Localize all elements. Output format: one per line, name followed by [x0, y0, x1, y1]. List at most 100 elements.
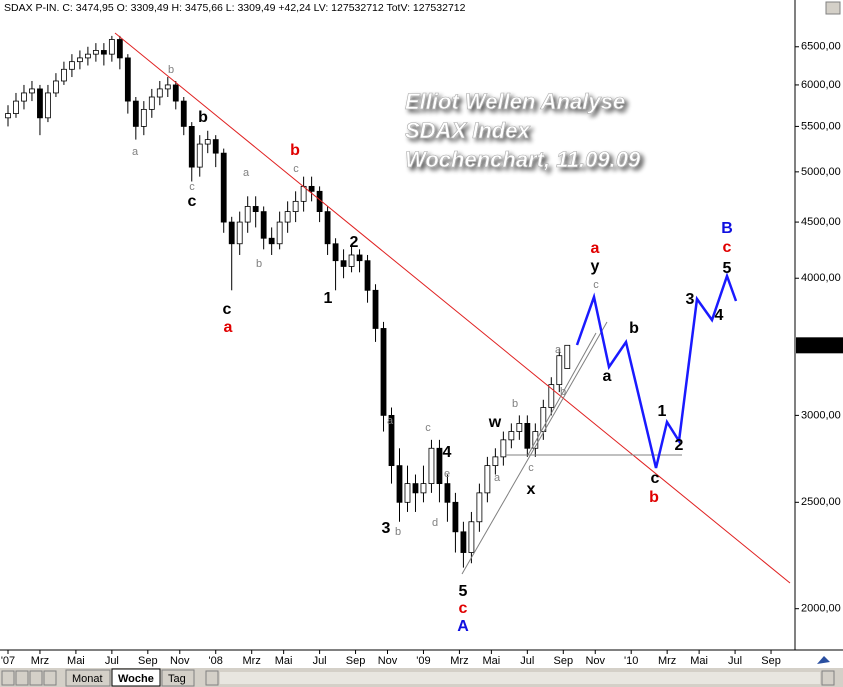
candle-body [540, 407, 547, 432]
candle-body [556, 355, 563, 386]
candle-body [444, 483, 451, 503]
candle-body [292, 200, 299, 213]
nav-button[interactable] [15, 670, 29, 686]
y-tick-label: 4000,00 [801, 272, 841, 284]
candle-body [420, 483, 427, 494]
nav-button[interactable] [1, 670, 15, 686]
wave-label: w [488, 414, 502, 431]
nav-buttons [1, 670, 57, 686]
candle-body [108, 39, 115, 55]
candle-body [196, 143, 203, 168]
tab[interactable] [65, 669, 111, 687]
x-tick-label: '07 [1, 655, 15, 667]
candle-body [164, 84, 171, 90]
wave-label: b [395, 526, 401, 538]
candle-body [61, 68, 67, 82]
candle-body [188, 126, 195, 168]
tool-icon-glyph [817, 656, 830, 664]
wave-label: e [444, 468, 450, 480]
candle-body [284, 211, 291, 223]
wave-label: 2 [675, 437, 684, 454]
y-tick-label: 4500,00 [801, 216, 841, 228]
candle-body [156, 88, 163, 98]
candle-body [476, 492, 483, 523]
candle-body [124, 57, 131, 102]
wave-label: 5 [723, 260, 732, 277]
candle-body [428, 447, 435, 485]
nav-button[interactable] [43, 670, 57, 686]
candle-body [460, 531, 467, 553]
wave-label: a [132, 146, 139, 158]
x-tick-label: Jul [313, 655, 327, 667]
scrollbar[interactable] [220, 672, 820, 684]
candle-body [436, 447, 443, 485]
wave-label: a [243, 167, 250, 179]
candle-body [468, 521, 475, 553]
tab[interactable] [161, 669, 195, 687]
x-tick-label: Mai [690, 655, 708, 667]
wave-label: B [721, 220, 733, 237]
candle-body [516, 422, 523, 432]
wave-label: 5 [459, 583, 468, 600]
title-line: Elliot Wellen Analyse [405, 89, 625, 114]
wave-label: y [591, 258, 600, 275]
wave-label: c [528, 462, 534, 474]
wave-label: c [223, 301, 232, 318]
candle-body [172, 84, 179, 102]
wave-label: b [290, 142, 300, 159]
candle-body [364, 260, 371, 291]
wave-label: c [593, 279, 599, 291]
candle-body [76, 57, 83, 63]
y-tick-label: 3000,00 [801, 409, 841, 421]
wave-label: b [649, 489, 659, 506]
scroll-button[interactable] [821, 670, 835, 686]
candle-body [524, 422, 531, 449]
x-tick-label: Mai [483, 655, 501, 667]
nav-button[interactable] [29, 670, 43, 686]
y-tick-label: 5500,00 [801, 120, 841, 132]
tab-label: Monat [72, 673, 103, 685]
candle-body [220, 152, 227, 223]
candle-body [324, 211, 331, 245]
candle-body [37, 88, 43, 119]
candle-body [308, 185, 315, 192]
candle-body [356, 254, 363, 262]
candle-body [116, 39, 123, 59]
wave-label: c [723, 239, 732, 256]
candle-body [53, 80, 59, 94]
candle-body [332, 243, 339, 262]
price-label: 3474,95 [799, 339, 839, 351]
x-tick-label: Mrz [243, 655, 261, 667]
x-tick-label: Jul [520, 655, 534, 667]
corner-button[interactable] [825, 1, 841, 15]
plot-area [5, 35, 571, 568]
candle-body [260, 211, 267, 239]
wave-label: c [651, 470, 660, 487]
x-tick-label: Mai [275, 655, 293, 667]
wave-label: 2 [350, 234, 359, 251]
wave-label: 1 [324, 290, 333, 307]
x-tick-label: Mrz [658, 655, 676, 667]
candle-body [340, 260, 347, 267]
candle-body [45, 92, 51, 119]
scroll-button[interactable] [205, 670, 219, 686]
tab-active[interactable] [111, 668, 161, 687]
candle-body [69, 61, 75, 70]
x-tick-label: Nov [170, 655, 190, 667]
wave-label: b [256, 258, 262, 270]
candle-body [180, 100, 187, 127]
wave-label: a [555, 344, 562, 356]
x-tick-label: Nov [378, 655, 398, 667]
wave-label: a [591, 240, 600, 257]
x-tick-label: Mrz [450, 655, 468, 667]
wave-label: d [432, 517, 438, 529]
wave-label: 1 [658, 403, 667, 420]
y-tick-label: 2000,00 [801, 603, 841, 615]
candle-body [348, 254, 355, 267]
candle-body [21, 92, 27, 102]
channel-line [461, 321, 608, 575]
wave-label: c [293, 163, 299, 175]
title-line: Wochenchart, 11.09.09 [405, 147, 641, 172]
